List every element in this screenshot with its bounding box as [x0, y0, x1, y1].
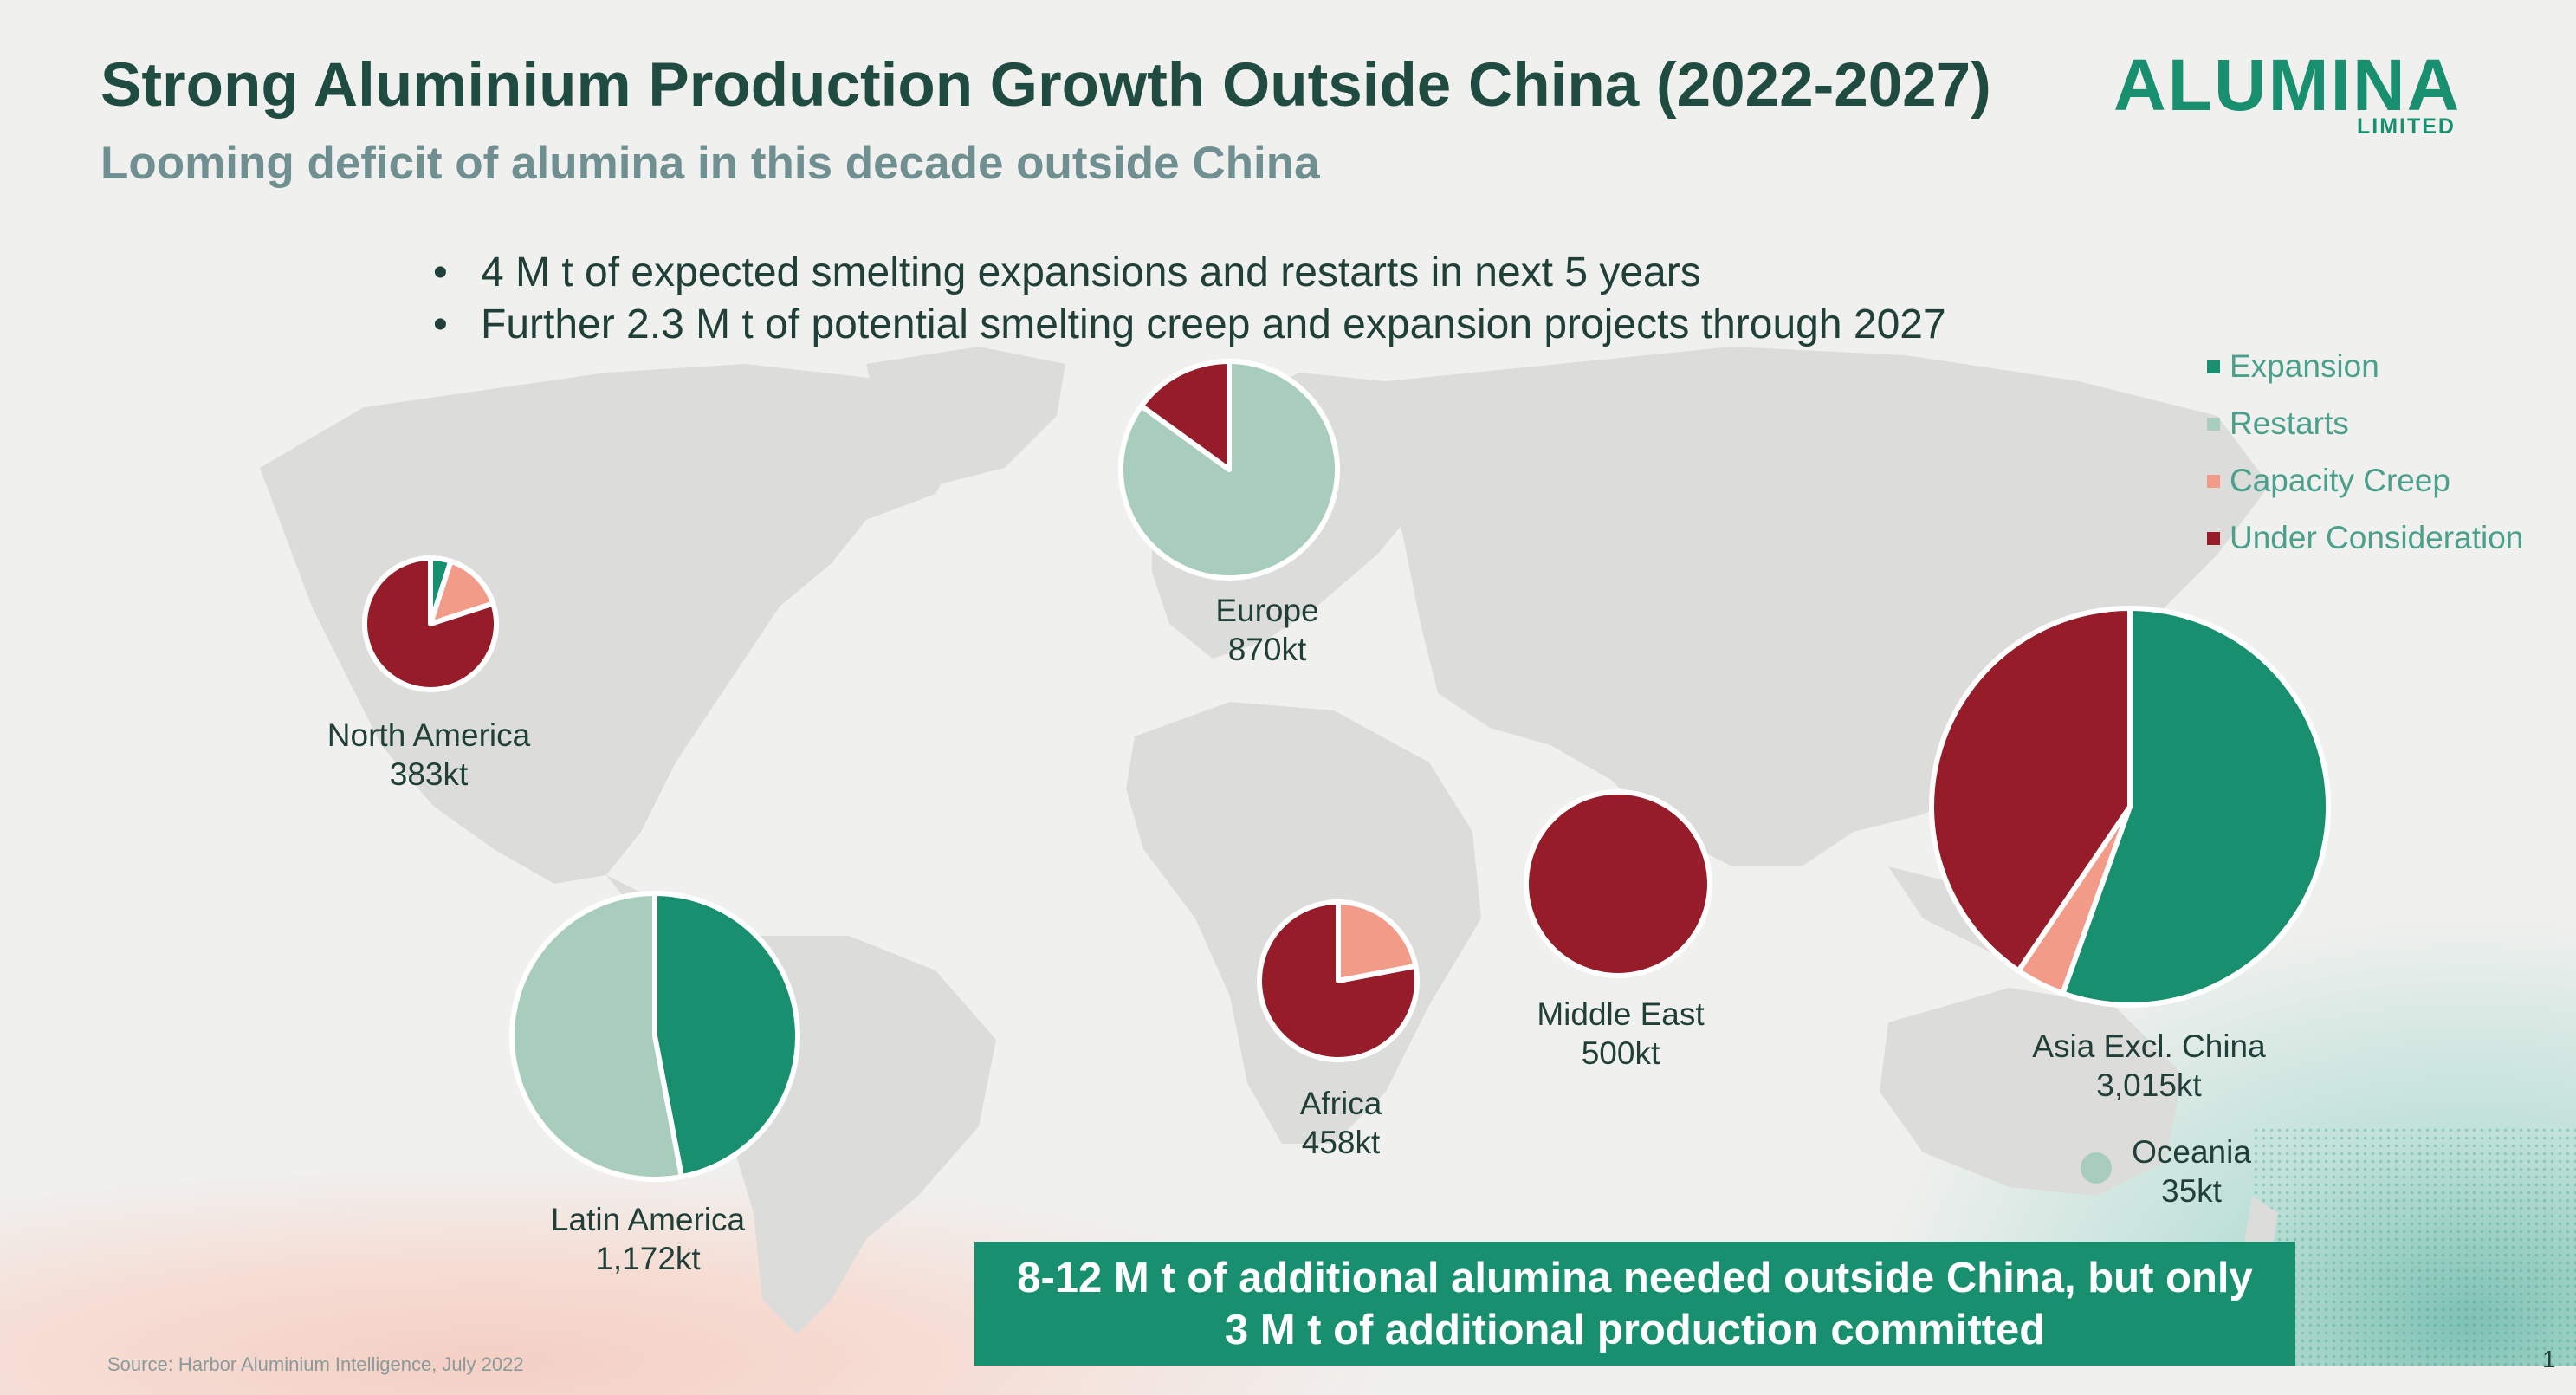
key-point: Further 2.3 M t of potential smelting cr… [424, 299, 1946, 351]
pie-asia-excl-china [1929, 606, 2331, 1008]
callout-line-1: 8-12 M t of additional alumina needed ou… [1017, 1254, 2253, 1301]
legend-label-restarts: Restarts [2230, 406, 2349, 441]
region-name: Asia Excl. China [2032, 1028, 2266, 1064]
legend-swatch-expansion [2207, 360, 2220, 373]
background-speckle [2252, 1126, 2576, 1366]
pie-slice-latin-america-expansion [652, 891, 800, 1180]
region-name: Oceania [2132, 1134, 2251, 1170]
pie-africa [1257, 899, 1420, 1062]
pie-slice-asia-excl-china-under-consideration [1929, 606, 2133, 974]
region-total: 500kt [1581, 1035, 1660, 1071]
pie-latin-america [509, 891, 800, 1182]
source-note: Source: Harbor Aluminium Intelligence, J… [107, 1353, 524, 1375]
pie-charts [362, 359, 2331, 1184]
page-subtitle: Looming deficit of alumina in this decad… [100, 138, 1320, 189]
region-total: 3,015kt [2096, 1067, 2202, 1103]
region-total: 870kt [1227, 632, 1307, 667]
page-number: 1 [2542, 1346, 2556, 1372]
map-north-america [260, 364, 970, 884]
callout-banner: 8-12 M t of additional alumina needed ou… [974, 1242, 2295, 1366]
region-name: Europe [1215, 593, 1319, 628]
region-total: 1,172kt [595, 1241, 701, 1276]
logo-wordmark: ALUMINA [2113, 44, 2462, 126]
pie-slice-middle-east-under-consideration [1524, 789, 1712, 978]
pie-slice-europe-under-consideration [1138, 359, 1232, 472]
region-name: Africa [1299, 1086, 1382, 1121]
callout-line-2: 3 M t of additional production committed [1224, 1306, 2046, 1353]
logo-subtext: LIMITED [2357, 114, 2456, 139]
legend-item-restarts: Restarts [2207, 395, 2523, 452]
legend-label-under-consideration: Under Consideration [2230, 520, 2524, 555]
label-europe: Europe 870kt [1215, 591, 1318, 669]
pie-middle-east [1524, 789, 1712, 978]
label-africa: Africa 458kt [1300, 1084, 1382, 1162]
legend-swatch-restarts [2207, 417, 2220, 431]
pie-slice-oceania-restarts [2081, 1152, 2112, 1184]
region-total: 35kt [2161, 1173, 2222, 1209]
region-name: North America [327, 717, 531, 753]
alumina-logo: ALUMINA LIMITED [2113, 43, 2469, 139]
key-point: 4 M t of expected smelting expansions an… [424, 247, 1946, 299]
label-north-america: North America 383kt [327, 716, 530, 794]
pie-north-america [362, 555, 499, 692]
label-oceania: Oceania 35kt [2132, 1132, 2251, 1210]
pie-slice-africa-capacity-creep [1336, 899, 1419, 983]
map-greenland [866, 347, 1065, 485]
legend-swatch-under-consideration [2207, 531, 2220, 545]
region-total: 383kt [389, 756, 469, 792]
pie-slice-asia-excl-china-expansion [2060, 606, 2331, 1008]
pie-slice-africa-under-consideration [1257, 899, 1420, 1062]
chart-legend: Expansion Restarts Capacity Creep Under … [2207, 338, 2523, 567]
legend-swatch-capacity-creep [2207, 474, 2220, 488]
region-name: Latin America [550, 1202, 746, 1237]
pie-europe [1118, 359, 1340, 581]
pie-slice-latin-america-restarts [509, 891, 684, 1182]
region-name: Middle East [1537, 996, 1705, 1032]
legend-label-capacity-creep: Capacity Creep [2230, 463, 2451, 498]
key-points-list: 4 M t of expected smelting expansions an… [424, 247, 1946, 351]
pie-oceania [2081, 1152, 2112, 1184]
legend-item-under-consideration: Under Consideration [2207, 509, 2523, 567]
legend-item-expansion: Expansion [2207, 338, 2523, 395]
legend-label-expansion: Expansion [2230, 348, 2379, 384]
label-asia-excl-china: Asia Excl. China 3,015kt [2032, 1027, 2265, 1105]
region-total: 458kt [1301, 1125, 1381, 1160]
label-middle-east: Middle East 500kt [1537, 995, 1704, 1073]
page-title: Strong Aluminium Production Growth Outsi… [100, 51, 1991, 120]
legend-item-capacity-creep: Capacity Creep [2207, 452, 2523, 509]
label-latin-america: Latin America 1,172kt [551, 1200, 745, 1278]
map-australia [1880, 988, 2183, 1196]
pie-slice-north-america-under-consideration [362, 555, 499, 692]
